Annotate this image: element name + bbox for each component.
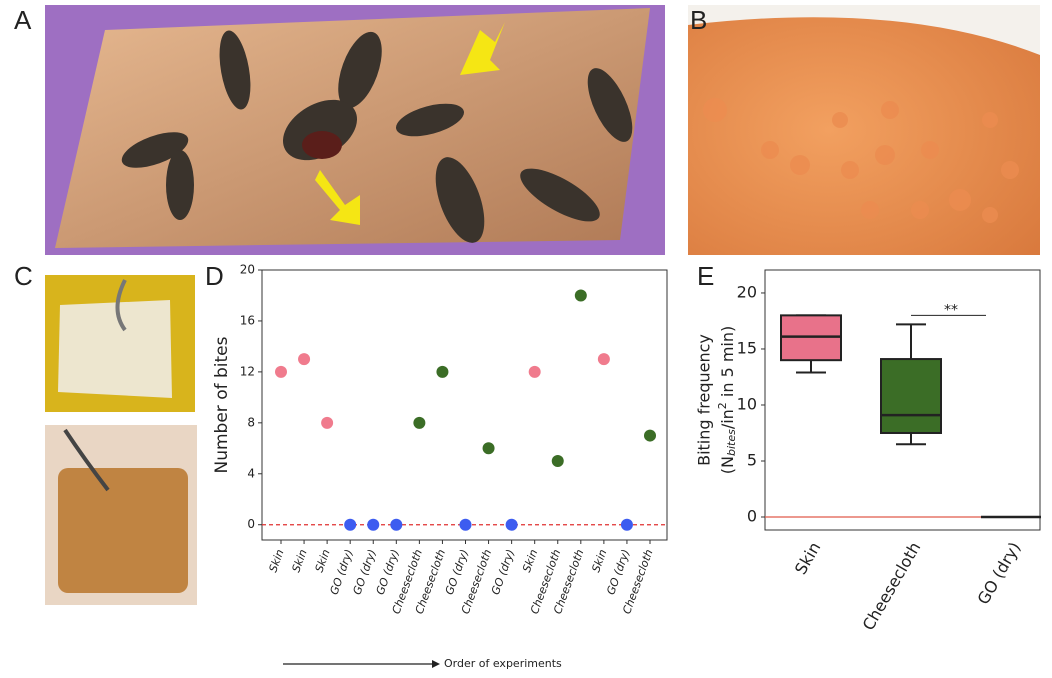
- x-tick-label: Cheesecloth: [859, 539, 925, 634]
- data-point: [597, 353, 610, 366]
- panel-label: C: [14, 261, 33, 291]
- data-point: [620, 518, 633, 531]
- panel-label: D: [205, 261, 224, 291]
- y-tick-label: 5: [747, 450, 757, 469]
- y-axis-label-part: bites: [725, 429, 738, 456]
- y-axis-label: Number of bites: [212, 336, 232, 473]
- y-axis-label-part: 2: [716, 402, 729, 409]
- y-tick-label: 0: [747, 507, 757, 526]
- x-tick-label: Skin: [520, 548, 540, 574]
- photo-mosquitoes: [45, 5, 665, 255]
- x-tick-label: Skin: [791, 539, 824, 578]
- y-tick-label: 20: [737, 282, 757, 301]
- photo-go-coated: [45, 425, 197, 605]
- data-point: [321, 416, 334, 429]
- y-tick-label: 20: [240, 263, 255, 277]
- x-axis-label: Order of experiments: [444, 657, 562, 670]
- y-tick-label: 8: [247, 415, 255, 429]
- panel-label: A: [14, 5, 32, 35]
- data-point: [367, 518, 380, 531]
- y-tick-label: 15: [737, 338, 757, 357]
- data-point: [390, 518, 403, 531]
- data-point: [298, 353, 311, 366]
- x-tick-label: Skin: [289, 548, 309, 574]
- panel-label: B: [690, 5, 707, 35]
- data-point: [275, 365, 287, 378]
- y-axis-label: (Nbites/in2 in 5 min): [716, 326, 738, 475]
- x-axis-arrowhead: [432, 660, 440, 668]
- data-point: [551, 455, 564, 468]
- x-tick-label: GO (dry): [974, 539, 1025, 608]
- y-tick-label: 16: [240, 313, 255, 327]
- y-axis-label: Biting frequency: [695, 334, 714, 466]
- x-tick-label: Skin: [266, 548, 286, 574]
- data-point: [482, 442, 495, 455]
- box: [880, 358, 942, 434]
- data-point: [344, 518, 357, 531]
- y-tick-label: 12: [240, 364, 255, 378]
- plot-frame: [764, 269, 1041, 531]
- y-tick-label: 0: [247, 517, 255, 531]
- plot-frame: [261, 269, 668, 541]
- y-axis-label-part: (N: [718, 456, 737, 474]
- x-tick-label: Skin: [313, 548, 333, 574]
- data-point: [505, 518, 518, 531]
- photo-cheesecloth: [45, 275, 195, 412]
- y-axis-label-part: /in: [718, 409, 737, 429]
- x-tick-label: Skin: [589, 548, 609, 574]
- y-axis-label-part: in 5 min): [718, 326, 737, 402]
- panel-label: E: [697, 261, 714, 291]
- y-tick-label: 10: [737, 394, 757, 413]
- photo-bites: [688, 5, 1040, 255]
- data-point: [413, 416, 426, 429]
- data-point: [574, 289, 587, 302]
- data-point: [644, 429, 656, 442]
- data-point: [436, 365, 449, 378]
- data-point: [459, 518, 472, 531]
- data-point: [528, 365, 541, 378]
- chart-biting-box: 0 5 10 15 20 Skin Cheesecloth GO (dry) ** Biting …: [695, 269, 1041, 634]
- significance-label: **: [944, 302, 958, 318]
- y-tick-label: 4: [247, 466, 255, 480]
